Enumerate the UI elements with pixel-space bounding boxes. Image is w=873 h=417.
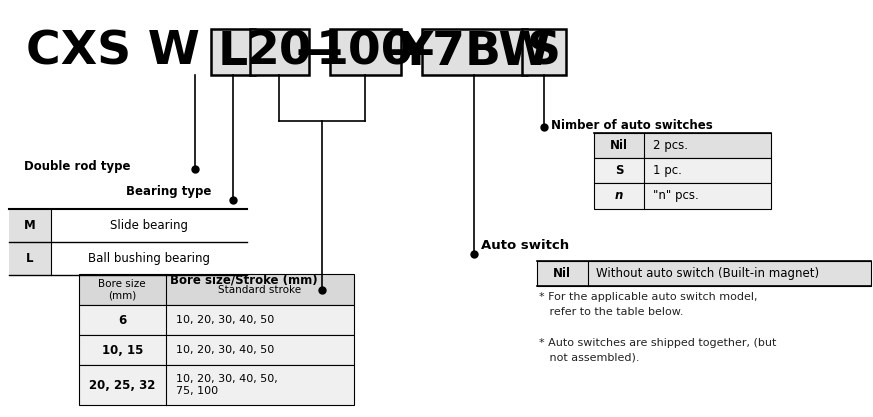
- Text: Bore size/Stroke (mm): Bore size/Stroke (mm): [170, 274, 318, 286]
- Bar: [79, 365, 354, 405]
- Text: "n" pcs.: "n" pcs.: [653, 189, 698, 203]
- Text: n: n: [615, 189, 623, 203]
- Text: * For the applicable auto switch model,
   refer to the table below.: * For the applicable auto switch model, …: [539, 292, 757, 317]
- Bar: [9, 208, 51, 242]
- Text: Standard stroke: Standard stroke: [218, 285, 301, 294]
- Bar: [79, 305, 354, 335]
- Text: Slide bearing: Slide bearing: [110, 219, 188, 232]
- Text: Bearing type: Bearing type: [126, 185, 211, 198]
- Text: Without auto switch (Built-in magnet): Without auto switch (Built-in magnet): [596, 266, 820, 280]
- Text: CXS W: CXS W: [26, 30, 200, 75]
- Text: Auto switch: Auto switch: [482, 239, 569, 252]
- Text: —: —: [388, 30, 435, 75]
- Text: M: M: [24, 219, 36, 232]
- Text: 20, 25, 32: 20, 25, 32: [89, 379, 155, 392]
- Bar: [594, 183, 771, 208]
- Text: Nil: Nil: [553, 266, 571, 280]
- Text: Double rod type: Double rod type: [24, 160, 131, 173]
- Text: Ball bushing bearing: Ball bushing bearing: [88, 252, 210, 265]
- Text: 10, 20, 30, 40, 50: 10, 20, 30, 40, 50: [176, 345, 275, 355]
- Text: * Auto switches are shipped together, (but
   not assembled).: * Auto switches are shipped together, (b…: [539, 338, 776, 362]
- Bar: [9, 242, 51, 275]
- Text: 100: 100: [316, 30, 415, 75]
- Bar: [79, 335, 354, 365]
- Bar: [211, 29, 255, 75]
- Text: 20: 20: [246, 30, 313, 75]
- Text: L: L: [218, 30, 248, 75]
- Text: 10, 15: 10, 15: [101, 344, 143, 357]
- Text: 6: 6: [118, 314, 127, 327]
- Text: 1 pc.: 1 pc.: [653, 164, 682, 178]
- Text: —: —: [296, 30, 343, 75]
- Bar: [594, 133, 771, 158]
- Text: Bore size
(mm): Bore size (mm): [99, 279, 146, 300]
- Text: Nil: Nil: [610, 139, 628, 153]
- Text: L: L: [26, 252, 33, 265]
- Bar: [330, 29, 401, 75]
- Text: 10, 20, 30, 40, 50: 10, 20, 30, 40, 50: [176, 315, 275, 325]
- Text: S: S: [526, 30, 561, 75]
- Bar: [250, 29, 309, 75]
- Text: 2 pcs.: 2 pcs.: [653, 139, 688, 153]
- Bar: [537, 261, 871, 286]
- Bar: [522, 29, 566, 75]
- Text: S: S: [615, 164, 623, 178]
- Bar: [422, 29, 527, 75]
- Text: Y7BW: Y7BW: [398, 30, 551, 75]
- Text: Nimber of auto switches: Nimber of auto switches: [551, 118, 712, 132]
- Bar: [594, 158, 771, 183]
- Bar: [79, 274, 354, 305]
- Text: 10, 20, 30, 40, 50,
75, 100: 10, 20, 30, 40, 50, 75, 100: [176, 374, 278, 396]
